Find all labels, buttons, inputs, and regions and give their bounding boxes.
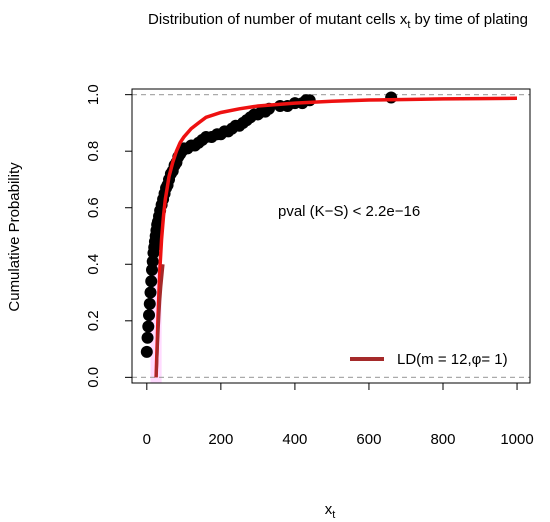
- legend-ld-label: LD(m = 12,φ= 1): [397, 351, 508, 368]
- plot-area: 0 200 400 600 800 1000 0.0 0.2 0.4 0.6 0.8 1.0: [85, 84, 534, 448]
- y-tick-label: 0.0: [85, 367, 102, 388]
- chart-title: Distribution of number of mutant cells x…: [148, 11, 528, 31]
- x-tick-label: 600: [356, 431, 381, 448]
- ks-pvalue-annotation: pval (K−S) < 2.2e−16: [278, 203, 420, 220]
- fitted-cdf-line: [154, 96, 518, 378]
- confidence-band: [150, 258, 162, 383]
- legend: LD(m = 12,φ= 1): [350, 351, 508, 368]
- y-tick-label: 0.4: [85, 254, 102, 275]
- data-point: [141, 331, 154, 344]
- data-point: [140, 345, 153, 358]
- x-axis-label: xt: [325, 501, 336, 521]
- y-tick-label: 0.6: [85, 197, 102, 218]
- data-point: [145, 275, 158, 288]
- data-point: [144, 286, 157, 299]
- data-point: [303, 94, 316, 107]
- x-tick-label: 400: [282, 431, 307, 448]
- data-point: [142, 320, 155, 333]
- y-tick-label: 1.0: [85, 84, 102, 105]
- x-tick-label: 800: [430, 431, 455, 448]
- data-point: [385, 91, 398, 104]
- y-tick-label: 0.2: [85, 310, 102, 331]
- y-tick-label: 0.8: [85, 141, 102, 162]
- plot-frame: [131, 88, 531, 384]
- y-axis-label: Cumulative Probability: [6, 162, 23, 312]
- data-point: [143, 309, 156, 322]
- x-tick-label: 1000: [500, 431, 533, 448]
- x-tick-label: 200: [208, 431, 233, 448]
- data-point: [143, 297, 156, 310]
- x-tick-label: 0: [143, 431, 151, 448]
- ld-curve-line: [154, 264, 165, 378]
